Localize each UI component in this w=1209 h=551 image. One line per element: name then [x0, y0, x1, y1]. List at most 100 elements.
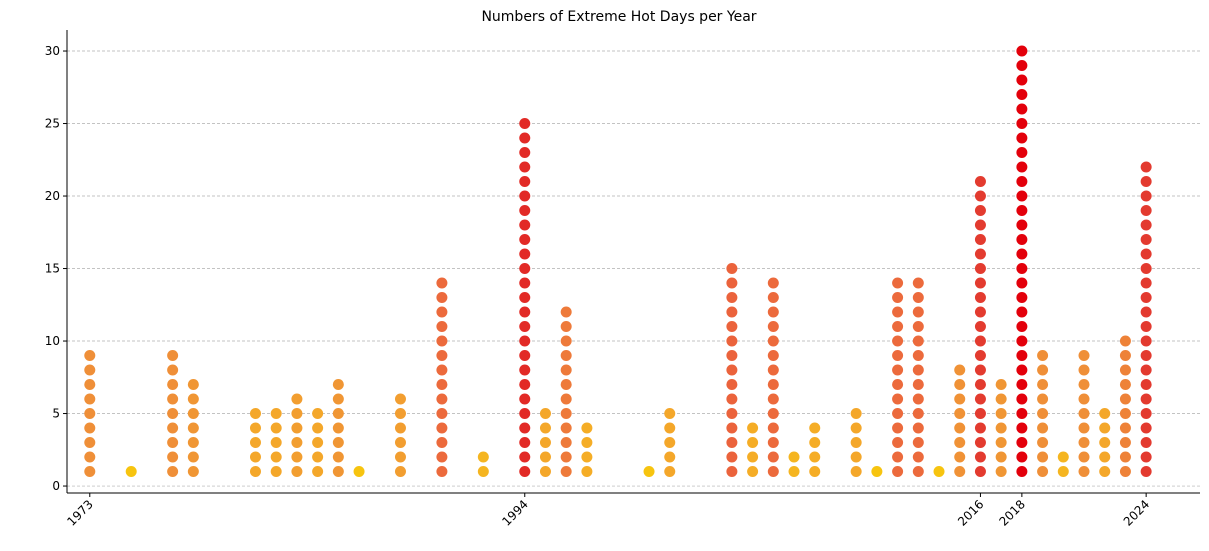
dot	[291, 408, 303, 420]
dot	[394, 408, 406, 420]
dot	[332, 422, 344, 434]
dot	[560, 393, 572, 405]
dot	[519, 350, 531, 362]
dot	[726, 321, 738, 333]
y-tick-label: 5	[52, 407, 60, 421]
dot	[332, 408, 344, 420]
dot	[809, 422, 821, 434]
dot	[954, 466, 966, 478]
x-tick-label: 2024	[1121, 497, 1152, 528]
dot	[1037, 364, 1049, 376]
dot	[892, 306, 904, 318]
dot	[291, 393, 303, 405]
dot	[581, 437, 593, 449]
dot	[995, 466, 1007, 478]
dot	[892, 350, 904, 362]
dot	[767, 408, 779, 420]
dot	[726, 277, 738, 289]
dot	[954, 379, 966, 391]
dot	[892, 321, 904, 333]
dot	[125, 466, 137, 478]
dot	[187, 379, 199, 391]
dot	[187, 451, 199, 463]
dot	[519, 292, 531, 304]
dot	[954, 408, 966, 420]
dot	[809, 437, 821, 449]
dot	[1140, 263, 1152, 275]
chart-title: Numbers of Extreme Hot Days per Year	[481, 9, 756, 25]
dot	[187, 408, 199, 420]
dot	[912, 277, 924, 289]
dot	[436, 466, 448, 478]
dot	[84, 350, 96, 362]
dot	[249, 466, 261, 478]
dot	[1099, 422, 1111, 434]
dot	[1016, 393, 1028, 405]
y-tick-label: 20	[45, 189, 60, 203]
dot	[436, 364, 448, 376]
dot	[1140, 161, 1152, 173]
dot	[954, 393, 966, 405]
dot	[767, 364, 779, 376]
dot	[1016, 292, 1028, 304]
dot	[291, 437, 303, 449]
dot	[84, 364, 96, 376]
dot	[1016, 408, 1028, 420]
dot	[1099, 437, 1111, 449]
dot	[954, 451, 966, 463]
dot	[1078, 451, 1090, 463]
dot	[291, 422, 303, 434]
dot	[1078, 408, 1090, 420]
dot	[912, 379, 924, 391]
dot	[519, 132, 531, 144]
dot	[1119, 393, 1131, 405]
dot	[167, 466, 179, 478]
dot	[84, 422, 96, 434]
dot	[167, 451, 179, 463]
dot	[436, 379, 448, 391]
dot	[1140, 321, 1152, 333]
dot	[974, 306, 986, 318]
y-tick-label: 15	[45, 262, 60, 276]
dot	[912, 350, 924, 362]
dot	[912, 292, 924, 304]
dot	[519, 219, 531, 231]
dot	[912, 466, 924, 478]
dot	[664, 466, 676, 478]
dot	[1140, 176, 1152, 188]
dot	[664, 451, 676, 463]
dot	[519, 422, 531, 434]
dot	[726, 263, 738, 275]
dot	[519, 190, 531, 202]
dot	[767, 350, 779, 362]
dot	[560, 350, 572, 362]
dot	[974, 190, 986, 202]
dot	[726, 451, 738, 463]
dot	[1140, 248, 1152, 260]
dot	[1037, 422, 1049, 434]
dot	[167, 408, 179, 420]
dot	[974, 292, 986, 304]
dot	[1078, 350, 1090, 362]
dot	[726, 466, 738, 478]
dot	[332, 393, 344, 405]
dot	[974, 466, 986, 478]
dot	[1016, 422, 1028, 434]
dot	[767, 306, 779, 318]
dot	[312, 466, 324, 478]
dot	[912, 408, 924, 420]
dot	[1119, 437, 1131, 449]
dot	[912, 306, 924, 318]
dot	[519, 408, 531, 420]
dot	[1016, 161, 1028, 173]
dot	[394, 422, 406, 434]
dot	[1140, 408, 1152, 420]
dot	[581, 422, 593, 434]
dot	[332, 451, 344, 463]
dot	[1016, 248, 1028, 260]
dot	[249, 422, 261, 434]
dot	[664, 408, 676, 420]
dot	[1016, 379, 1028, 391]
dot	[394, 393, 406, 405]
dot	[519, 437, 531, 449]
